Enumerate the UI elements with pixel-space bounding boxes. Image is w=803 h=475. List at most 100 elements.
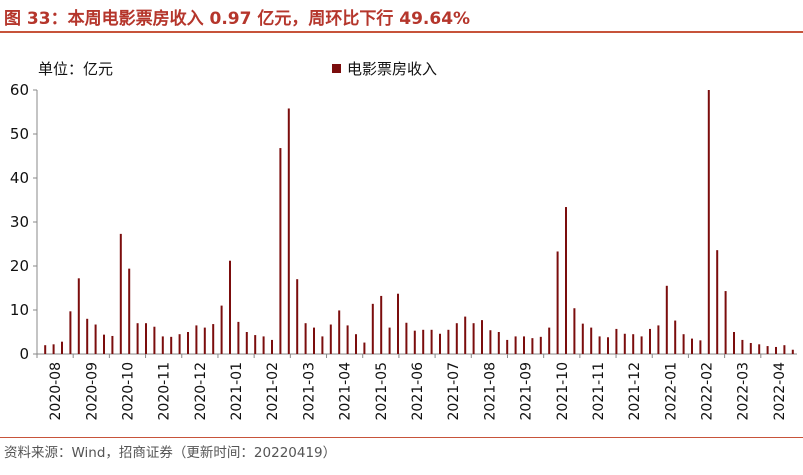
y-tick-label: 50 <box>10 125 29 143</box>
bar <box>791 349 794 354</box>
bar <box>103 334 105 354</box>
bar <box>153 326 156 354</box>
x-tick-label: 2021-01 <box>229 362 245 421</box>
bar <box>741 339 744 354</box>
bar <box>136 323 139 354</box>
bar <box>355 334 357 354</box>
bar <box>178 334 181 354</box>
x-tick-label: 2022-01 <box>663 362 679 421</box>
y-tick-label: 10 <box>10 301 29 319</box>
bar <box>531 338 534 354</box>
bar <box>397 293 399 354</box>
y-tick-label: 20 <box>10 257 29 275</box>
bar <box>556 251 559 354</box>
y-axis: 0 10 20 30 40 50 60 <box>10 81 38 363</box>
bar <box>413 330 416 354</box>
x-tick-label: 2022-03 <box>736 362 752 421</box>
x-tick-label: 2020-09 <box>84 362 100 421</box>
bar <box>766 346 769 354</box>
bar <box>581 323 584 354</box>
bar <box>279 148 282 354</box>
bar <box>161 336 164 354</box>
bar <box>271 339 273 354</box>
bar <box>220 305 223 354</box>
bar <box>649 328 651 354</box>
x-tick-label: 2021-02 <box>265 362 281 421</box>
bar <box>775 346 777 354</box>
bar <box>439 333 441 354</box>
bar <box>539 336 542 354</box>
x-tick-label: 2020-12 <box>193 362 209 421</box>
bar <box>422 329 425 354</box>
bar <box>657 325 660 354</box>
bar <box>472 323 475 354</box>
bar <box>640 336 643 354</box>
legend: 电影票房收入 <box>332 58 437 79</box>
bar <box>691 338 693 354</box>
x-tick-label: 2021-06 <box>410 362 426 421</box>
bar <box>724 291 727 354</box>
bar <box>187 332 189 354</box>
bar <box>489 330 492 354</box>
x-tick-label: 2021-10 <box>555 362 571 421</box>
bar <box>69 311 72 354</box>
bar <box>699 340 702 354</box>
bar <box>128 268 131 354</box>
bar <box>61 341 63 354</box>
bar <box>615 328 618 354</box>
bar <box>447 329 450 354</box>
legend-swatch <box>332 64 341 73</box>
x-tick-label: 2021-04 <box>338 362 354 421</box>
bar <box>313 327 315 354</box>
bar <box>623 333 626 354</box>
bar <box>287 108 290 354</box>
bar <box>598 336 601 354</box>
bar <box>455 323 458 354</box>
unit-label: 单位：亿元 <box>38 60 114 78</box>
x-axis: 2020-08 2020-09 2020-10 2020-11 2020-12 2021-… <box>36 353 797 421</box>
bar <box>590 327 593 354</box>
chart-title: 图 33：本周电影票房收入 0.97 亿元，周环比下行 49.64% <box>4 9 471 29</box>
bar <box>497 332 500 354</box>
bar <box>523 336 525 354</box>
x-tick-label: 2021-11 <box>591 362 607 421</box>
bar <box>363 342 366 354</box>
bar <box>254 335 257 354</box>
bar <box>77 278 80 354</box>
bar <box>733 332 735 354</box>
bar <box>665 285 668 354</box>
bar <box>119 233 122 354</box>
bar <box>464 316 467 354</box>
bar <box>783 345 786 354</box>
bar <box>321 336 324 354</box>
bar <box>632 334 635 354</box>
bar <box>716 250 719 354</box>
y-tick-label: 30 <box>10 213 29 231</box>
bar-series <box>44 90 794 354</box>
bar <box>565 207 567 354</box>
bar <box>607 337 609 354</box>
bar <box>388 327 391 354</box>
x-tick-label: 2021-12 <box>627 362 643 421</box>
x-tick-label: 2021-08 <box>482 362 498 421</box>
x-tick-label: 2021-05 <box>374 362 390 421</box>
x-tick-label: 2020-11 <box>157 362 173 421</box>
bar <box>229 260 231 354</box>
bar <box>262 336 265 354</box>
bar <box>245 332 248 354</box>
bar <box>506 339 509 354</box>
bar <box>573 308 576 354</box>
bar <box>346 325 349 354</box>
bar <box>674 320 677 354</box>
y-tick-label: 0 <box>19 345 29 363</box>
bar <box>758 344 761 354</box>
bar <box>380 295 383 354</box>
bar <box>514 336 517 354</box>
bar <box>749 343 752 354</box>
bar <box>203 327 206 354</box>
x-tick-label: 2020-08 <box>48 362 64 421</box>
bar <box>86 318 89 354</box>
bar <box>170 336 173 354</box>
bar <box>94 324 97 354</box>
